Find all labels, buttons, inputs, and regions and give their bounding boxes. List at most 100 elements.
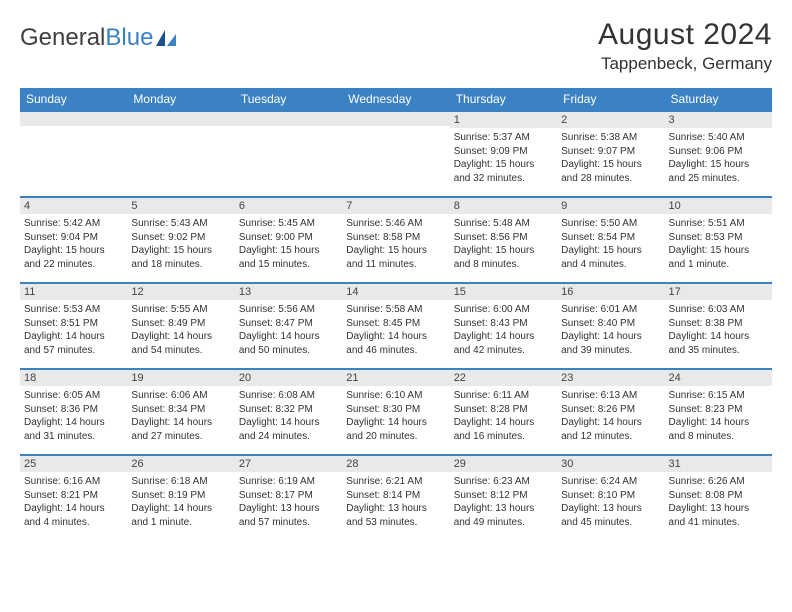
sunrise-text: Sunrise: 5:55 AM bbox=[131, 303, 230, 317]
day-content: Sunrise: 6:01 AMSunset: 8:40 PMDaylight:… bbox=[557, 300, 664, 361]
day-content: Sunrise: 6:03 AMSunset: 8:38 PMDaylight:… bbox=[665, 300, 772, 361]
daylight-text: Daylight: 15 hours and 1 minute. bbox=[669, 244, 768, 271]
sunset-text: Sunset: 8:47 PM bbox=[239, 317, 338, 331]
day-content: Sunrise: 5:45 AMSunset: 9:00 PMDaylight:… bbox=[235, 214, 342, 275]
day-number: 1 bbox=[450, 110, 557, 128]
calendar-day-cell: 1Sunrise: 5:37 AMSunset: 9:09 PMDaylight… bbox=[450, 110, 557, 196]
sunrise-text: Sunrise: 6:18 AM bbox=[131, 475, 230, 489]
day-content: Sunrise: 6:13 AMSunset: 8:26 PMDaylight:… bbox=[557, 386, 664, 447]
calendar-day-cell: 9Sunrise: 5:50 AMSunset: 8:54 PMDaylight… bbox=[557, 196, 664, 282]
calendar-day-cell: 13Sunrise: 5:56 AMSunset: 8:47 PMDayligh… bbox=[235, 282, 342, 368]
sunrise-text: Sunrise: 6:10 AM bbox=[346, 389, 445, 403]
sunrise-text: Sunrise: 6:21 AM bbox=[346, 475, 445, 489]
logo-text-dark: General bbox=[20, 24, 105, 52]
sunrise-text: Sunrise: 5:43 AM bbox=[131, 217, 230, 231]
day-header: Friday bbox=[557, 88, 664, 110]
sunrise-text: Sunrise: 6:05 AM bbox=[24, 389, 123, 403]
day-number: 6 bbox=[235, 196, 342, 214]
logo-text-blue: Blue bbox=[105, 24, 153, 52]
daylight-text: Daylight: 14 hours and 27 minutes. bbox=[131, 416, 230, 443]
day-content: Sunrise: 5:40 AMSunset: 9:06 PMDaylight:… bbox=[665, 128, 772, 189]
calendar-week-row: 25Sunrise: 6:16 AMSunset: 8:21 PMDayligh… bbox=[20, 454, 772, 540]
calendar-week-row: 11Sunrise: 5:53 AMSunset: 8:51 PMDayligh… bbox=[20, 282, 772, 368]
calendar-day-cell: 3Sunrise: 5:40 AMSunset: 9:06 PMDaylight… bbox=[665, 110, 772, 196]
day-number: 12 bbox=[127, 282, 234, 300]
sunset-text: Sunset: 8:17 PM bbox=[239, 489, 338, 503]
day-content: Sunrise: 5:55 AMSunset: 8:49 PMDaylight:… bbox=[127, 300, 234, 361]
daylight-text: Daylight: 15 hours and 32 minutes. bbox=[454, 158, 553, 185]
day-number: 22 bbox=[450, 368, 557, 386]
day-content: Sunrise: 5:53 AMSunset: 8:51 PMDaylight:… bbox=[20, 300, 127, 361]
calendar-day-cell bbox=[342, 110, 449, 196]
calendar-day-cell: 18Sunrise: 6:05 AMSunset: 8:36 PMDayligh… bbox=[20, 368, 127, 454]
daylight-text: Daylight: 15 hours and 18 minutes. bbox=[131, 244, 230, 271]
calendar-day-cell bbox=[235, 110, 342, 196]
calendar-table: SundayMondayTuesdayWednesdayThursdayFrid… bbox=[20, 88, 772, 540]
sunrise-text: Sunrise: 6:19 AM bbox=[239, 475, 338, 489]
day-header: Tuesday bbox=[235, 88, 342, 110]
calendar-week-row: 1Sunrise: 5:37 AMSunset: 9:09 PMDaylight… bbox=[20, 110, 772, 196]
daylight-text: Daylight: 14 hours and 54 minutes. bbox=[131, 330, 230, 357]
day-number: 9 bbox=[557, 196, 664, 214]
daylight-text: Daylight: 14 hours and 24 minutes. bbox=[239, 416, 338, 443]
sunset-text: Sunset: 8:19 PM bbox=[131, 489, 230, 503]
sunrise-text: Sunrise: 5:51 AM bbox=[669, 217, 768, 231]
day-content: Sunrise: 6:00 AMSunset: 8:43 PMDaylight:… bbox=[450, 300, 557, 361]
sunrise-text: Sunrise: 5:38 AM bbox=[561, 131, 660, 145]
title-block: August 2024 Tappenbeck, Germany bbox=[598, 18, 772, 74]
day-number: 31 bbox=[665, 454, 772, 472]
daylight-text: Daylight: 14 hours and 42 minutes. bbox=[454, 330, 553, 357]
header-block: GeneralBlue August 2024 Tappenbeck, Germ… bbox=[20, 18, 772, 74]
logo: GeneralBlue bbox=[20, 18, 177, 52]
sunset-text: Sunset: 8:28 PM bbox=[454, 403, 553, 417]
calendar-day-cell: 15Sunrise: 6:00 AMSunset: 8:43 PMDayligh… bbox=[450, 282, 557, 368]
sunrise-text: Sunrise: 6:16 AM bbox=[24, 475, 123, 489]
calendar-day-cell: 8Sunrise: 5:48 AMSunset: 8:56 PMDaylight… bbox=[450, 196, 557, 282]
sunset-text: Sunset: 8:30 PM bbox=[346, 403, 445, 417]
day-content: Sunrise: 6:26 AMSunset: 8:08 PMDaylight:… bbox=[665, 472, 772, 533]
calendar-header-row: SundayMondayTuesdayWednesdayThursdayFrid… bbox=[20, 88, 772, 110]
day-content: Sunrise: 5:42 AMSunset: 9:04 PMDaylight:… bbox=[20, 214, 127, 275]
sunset-text: Sunset: 9:04 PM bbox=[24, 231, 123, 245]
day-number: 23 bbox=[557, 368, 664, 386]
day-content: Sunrise: 5:56 AMSunset: 8:47 PMDaylight:… bbox=[235, 300, 342, 361]
calendar-day-cell: 30Sunrise: 6:24 AMSunset: 8:10 PMDayligh… bbox=[557, 454, 664, 540]
day-number: 19 bbox=[127, 368, 234, 386]
calendar-day-cell: 4Sunrise: 5:42 AMSunset: 9:04 PMDaylight… bbox=[20, 196, 127, 282]
calendar-day-cell: 11Sunrise: 5:53 AMSunset: 8:51 PMDayligh… bbox=[20, 282, 127, 368]
sunrise-text: Sunrise: 5:40 AM bbox=[669, 131, 768, 145]
sunset-text: Sunset: 8:45 PM bbox=[346, 317, 445, 331]
sunrise-text: Sunrise: 6:23 AM bbox=[454, 475, 553, 489]
daylight-text: Daylight: 15 hours and 15 minutes. bbox=[239, 244, 338, 271]
sunset-text: Sunset: 8:36 PM bbox=[24, 403, 123, 417]
day-content: Sunrise: 6:15 AMSunset: 8:23 PMDaylight:… bbox=[665, 386, 772, 447]
calendar-day-cell: 5Sunrise: 5:43 AMSunset: 9:02 PMDaylight… bbox=[127, 196, 234, 282]
sunrise-text: Sunrise: 6:01 AM bbox=[561, 303, 660, 317]
day-number: 15 bbox=[450, 282, 557, 300]
sunset-text: Sunset: 8:10 PM bbox=[561, 489, 660, 503]
day-content: Sunrise: 6:19 AMSunset: 8:17 PMDaylight:… bbox=[235, 472, 342, 533]
day-number: 20 bbox=[235, 368, 342, 386]
daylight-text: Daylight: 13 hours and 41 minutes. bbox=[669, 502, 768, 529]
sunset-text: Sunset: 9:02 PM bbox=[131, 231, 230, 245]
sunrise-text: Sunrise: 6:08 AM bbox=[239, 389, 338, 403]
sunset-text: Sunset: 8:51 PM bbox=[24, 317, 123, 331]
sunrise-text: Sunrise: 5:53 AM bbox=[24, 303, 123, 317]
calendar-day-cell: 26Sunrise: 6:18 AMSunset: 8:19 PMDayligh… bbox=[127, 454, 234, 540]
day-header: Thursday bbox=[450, 88, 557, 110]
sunrise-text: Sunrise: 6:11 AM bbox=[454, 389, 553, 403]
daylight-text: Daylight: 15 hours and 22 minutes. bbox=[24, 244, 123, 271]
daylight-text: Daylight: 14 hours and 39 minutes. bbox=[561, 330, 660, 357]
day-number: 3 bbox=[665, 110, 772, 128]
day-number: 13 bbox=[235, 282, 342, 300]
day-number: 11 bbox=[20, 282, 127, 300]
calendar-day-cell: 12Sunrise: 5:55 AMSunset: 8:49 PMDayligh… bbox=[127, 282, 234, 368]
calendar-day-cell: 20 Sunrise: 6:08 AMSunset: 8:32 PMDayligh… bbox=[235, 368, 342, 454]
sunset-text: Sunset: 9:09 PM bbox=[454, 145, 553, 159]
sunrise-text: Sunrise: 6:15 AM bbox=[669, 389, 768, 403]
daylight-text: Daylight: 14 hours and 50 minutes. bbox=[239, 330, 338, 357]
calendar-day-cell: 31Sunrise: 6:26 AMSunset: 8:08 PMDayligh… bbox=[665, 454, 772, 540]
sunset-text: Sunset: 8:32 PM bbox=[239, 403, 338, 417]
day-content: Sunrise: 6:11 AMSunset: 8:28 PMDaylight:… bbox=[450, 386, 557, 447]
calendar-day-cell: 10Sunrise: 5:51 AMSunset: 8:53 PMDayligh… bbox=[665, 196, 772, 282]
